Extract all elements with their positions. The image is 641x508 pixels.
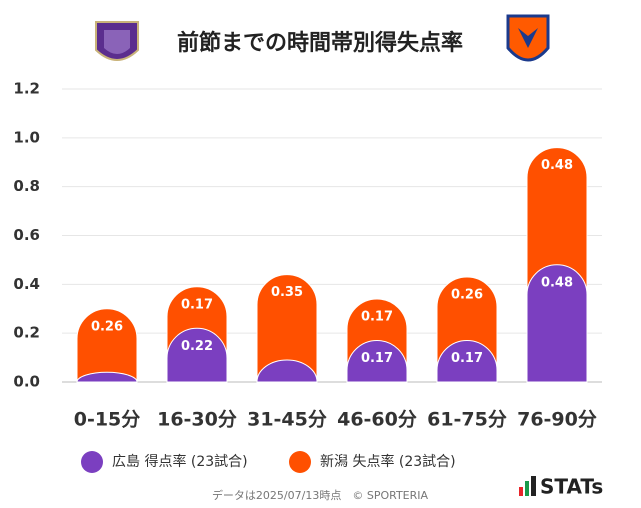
x-tick-label: 76-90分	[517, 409, 597, 431]
bar	[436, 340, 498, 383]
legend-swatch	[289, 451, 311, 473]
bar	[256, 359, 318, 383]
bar	[526, 147, 588, 296]
x-tick-label: 0-15分	[74, 409, 141, 431]
value-label: 0.17	[451, 351, 483, 366]
y-tick-label: 1.0	[13, 128, 40, 146]
value-label: 0.26	[91, 319, 123, 334]
value-label: 0.22	[181, 339, 213, 354]
away-crest	[506, 14, 550, 62]
bar	[256, 274, 318, 383]
home-crest	[95, 21, 139, 61]
brand-logo	[519, 476, 536, 496]
bar	[526, 264, 588, 383]
value-label: 0.17	[181, 297, 213, 312]
x-tick-label: 16-30分	[157, 409, 237, 431]
footer: データは2025/07/13時点 © SPORTERIA	[212, 488, 429, 502]
y-tick-label: 1.2	[13, 80, 40, 98]
bar	[166, 327, 228, 383]
legend-label: 広島 得点率 (23試合)	[112, 453, 248, 470]
brand: STATs	[540, 475, 603, 499]
y-tick-label: 0.8	[13, 177, 40, 195]
value-label: 0.35	[271, 285, 303, 300]
value-label: 0.48	[541, 275, 573, 290]
y-tick-label: 0.2	[13, 324, 40, 342]
value-label: 0.48	[541, 158, 573, 173]
y-tick-label: 0.0	[13, 373, 40, 391]
y-tick-label: 0.4	[13, 275, 40, 293]
value-label: 0.17	[361, 351, 393, 366]
bar	[76, 371, 138, 383]
legend-label: 新潟 失点率 (23試合)	[320, 453, 456, 470]
legend-swatch	[81, 451, 103, 473]
x-tick-label: 31-45分	[247, 409, 327, 431]
x-tick-label: 61-75分	[427, 409, 507, 431]
y-tick-label: 0.6	[13, 226, 40, 244]
bar	[76, 308, 138, 383]
x-tick-label: 46-60分	[337, 409, 417, 431]
value-label: 0.17	[361, 309, 393, 324]
chart-title: 前節までの時間帯別得失点率	[177, 30, 463, 56]
bar	[346, 340, 408, 383]
value-label: 0.26	[451, 288, 483, 303]
